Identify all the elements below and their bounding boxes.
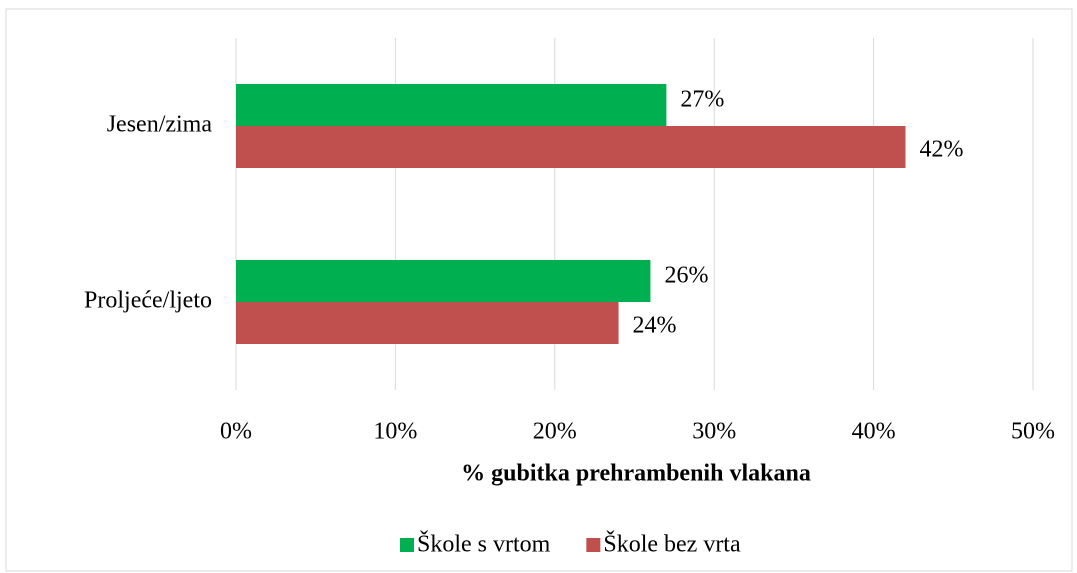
- data-label: 27%: [680, 87, 724, 113]
- data-label: 24%: [633, 313, 677, 339]
- x-tick-label: 10%: [373, 419, 417, 445]
- x-tick-label: 20%: [533, 419, 577, 445]
- legend-swatch: [586, 538, 601, 552]
- data-label: 26%: [664, 263, 708, 289]
- x-tick-label: 50%: [1011, 419, 1055, 445]
- bar: [236, 126, 906, 168]
- x-tick-label: 40%: [852, 419, 896, 445]
- y-tick-label: Proljeće/ljeto: [84, 288, 212, 314]
- x-axis-title: % gubitka prehrambenih vlakana: [461, 461, 811, 487]
- bar: [236, 84, 667, 126]
- chart-frame: [5, 8, 1073, 572]
- legend-swatch: [400, 538, 414, 552]
- legend-label: Škole s vrtom: [417, 531, 551, 558]
- bar: [236, 260, 651, 302]
- y-tick-label: Jesen/zima: [107, 112, 213, 138]
- x-tick-label: 30%: [692, 419, 736, 445]
- bar: [236, 302, 619, 344]
- x-tick-label: 0%: [220, 419, 252, 445]
- legend-label: Škole bez vrta: [603, 531, 741, 558]
- data-label: 42%: [919, 137, 963, 163]
